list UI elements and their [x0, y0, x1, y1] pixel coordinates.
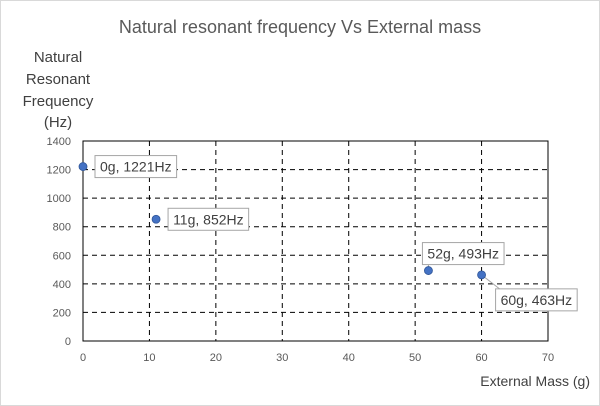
- data-label-text: 0g, 1221Hz: [100, 159, 172, 175]
- x-tick-label: 50: [409, 352, 421, 364]
- data-label-text: 52g, 493Hz: [427, 246, 499, 262]
- y-tick-label: 1000: [47, 193, 71, 205]
- x-tick-label: 10: [143, 352, 155, 364]
- y-axis-title: Natural Resonant Frequency (Hz): [23, 49, 94, 131]
- data-label-text: 11g, 852Hz: [173, 211, 244, 227]
- x-tick-label: 60: [475, 352, 487, 364]
- y-axis-title-line: Natural: [34, 49, 82, 66]
- data-label-text: 60g, 463Hz: [501, 292, 573, 308]
- data-label: 11g, 852Hz: [167, 207, 250, 231]
- data-points: [78, 162, 486, 280]
- data-label-box: [421, 242, 505, 266]
- y-tick-label: 1200: [47, 165, 71, 177]
- x-tick-label: 30: [276, 352, 288, 364]
- y-tick-label: 0: [65, 336, 71, 348]
- x-tick-label: 0: [80, 352, 86, 364]
- y-tick-label: 600: [53, 250, 71, 262]
- data-point: [477, 270, 486, 280]
- y-tick-label: 400: [53, 279, 71, 291]
- data-point: [78, 162, 88, 171]
- y-axis-ticks: 0 200 400 600 800 1000 1200 1400: [47, 136, 71, 348]
- data-label: 0g, 1221Hz: [94, 155, 178, 179]
- plot-border: [82, 140, 549, 342]
- chart-title: Natural resonant frequency Vs External m…: [119, 17, 481, 37]
- x-tick-label: 40: [343, 352, 355, 364]
- x-axis-title: External Mass (g): [480, 373, 590, 389]
- data-label-box: [495, 288, 578, 312]
- data-label-box: [167, 207, 250, 231]
- y-tick-label: 1400: [47, 136, 71, 148]
- x-axis-ticks: 0 10 20 30 40 50 60 70: [80, 352, 554, 364]
- y-axis-title-line: (Hz): [44, 114, 72, 131]
- data-label: 52g, 493Hz: [421, 242, 505, 266]
- x-tick-label: 20: [210, 352, 222, 364]
- data-point: [151, 214, 161, 224]
- y-axis-title-line: Resonant: [26, 71, 91, 88]
- data-label-box: [94, 155, 178, 179]
- data-label: 60g, 463Hz: [495, 288, 578, 312]
- y-tick-label: 800: [53, 222, 71, 234]
- y-tick-label: 200: [53, 307, 71, 319]
- y-axis-title-line: Frequency: [23, 93, 94, 110]
- data-point: [424, 266, 433, 275]
- x-tick-label: 70: [542, 352, 554, 364]
- data-labels: 0g, 1221Hz 11g, 852Hz 52g, 493Hz 60g, 463Hz: [94, 155, 578, 312]
